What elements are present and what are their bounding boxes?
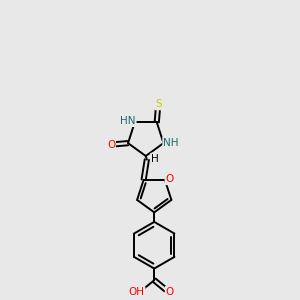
Text: O: O xyxy=(166,287,174,297)
Text: NH: NH xyxy=(163,138,179,148)
Text: OH: OH xyxy=(129,287,145,297)
Text: S: S xyxy=(155,99,162,110)
Text: HN: HN xyxy=(120,116,136,126)
Text: H: H xyxy=(151,154,159,164)
Text: O: O xyxy=(107,140,115,150)
Text: O: O xyxy=(165,174,174,184)
